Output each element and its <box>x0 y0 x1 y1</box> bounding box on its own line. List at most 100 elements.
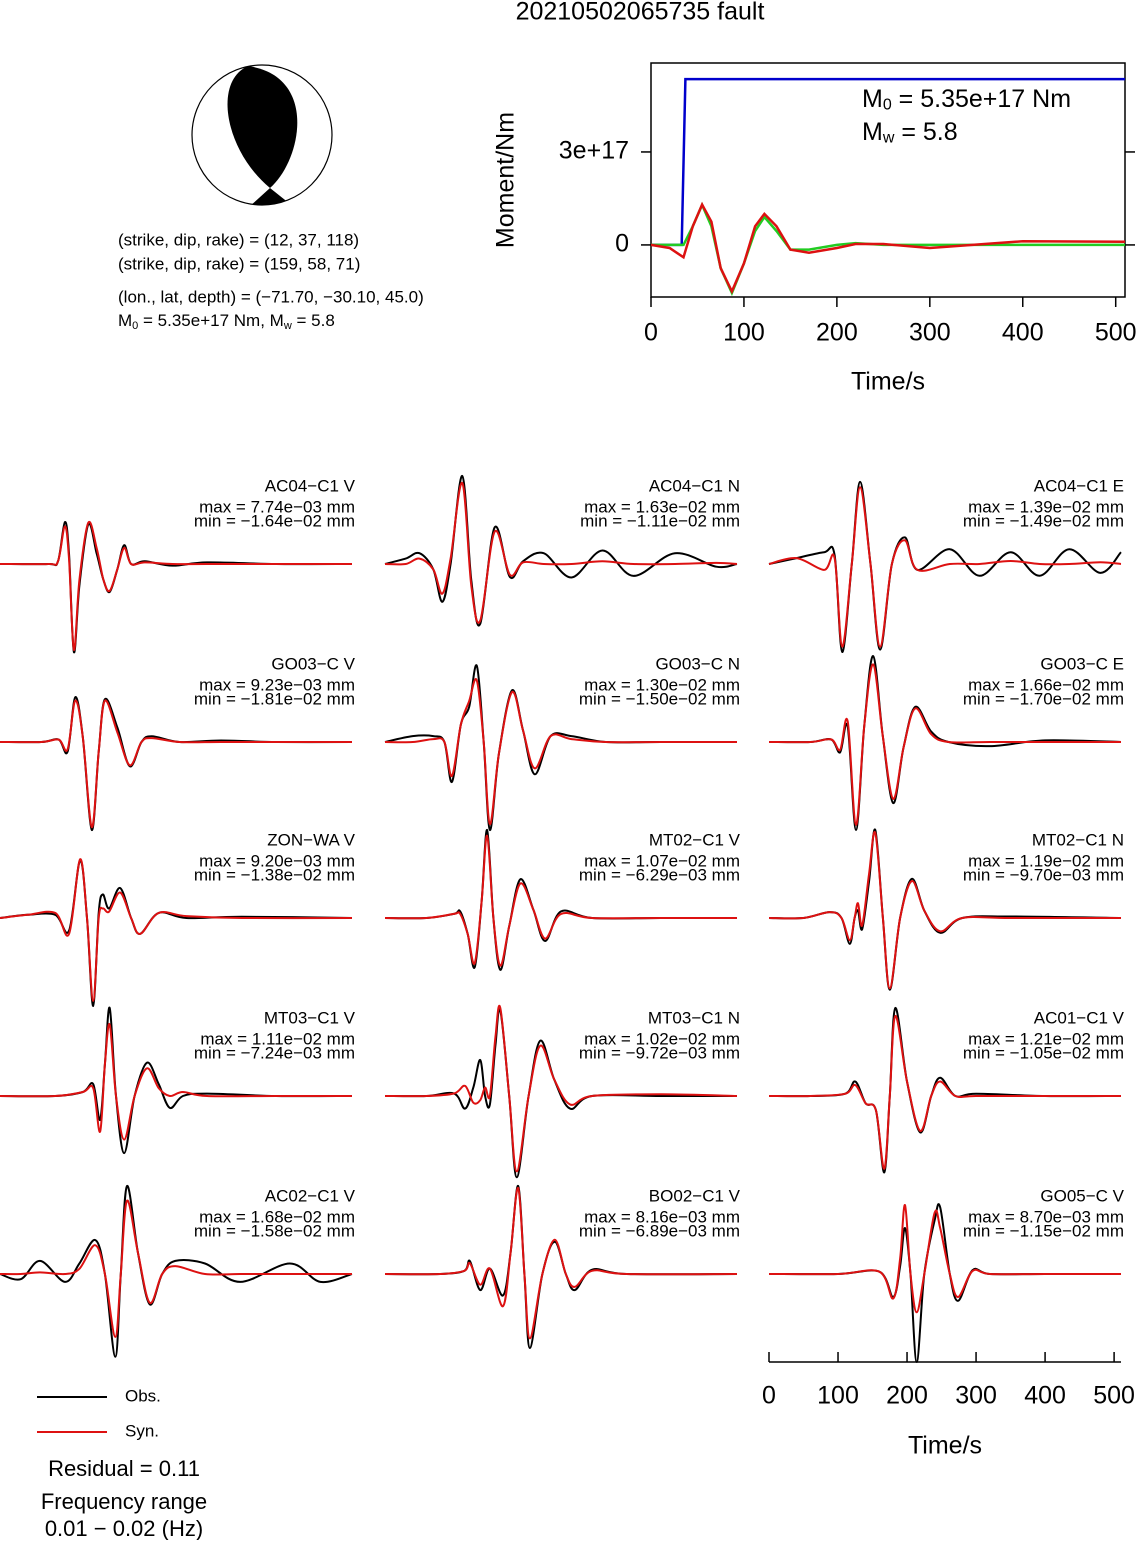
synthetic-trace <box>384 678 737 826</box>
synthetic-trace <box>384 481 738 624</box>
min-label: min = −1.64e−02 mm <box>194 511 355 530</box>
compression-lobe <box>252 188 286 206</box>
moment-line <box>650 201 1126 295</box>
note: Residual = 0.11 <box>48 1456 200 1481</box>
x-tick-label: 0 <box>762 1382 776 1410</box>
x-tick-label: 100 <box>723 319 765 347</box>
synthetic-trace <box>768 830 1121 990</box>
figure-title: 20210502065735 fault <box>516 0 765 26</box>
station-label: BO02−C1 V <box>649 1186 741 1205</box>
beachball <box>191 64 333 206</box>
rich-text: M0 = 5.35e+17 Nm, Mw = 5.8 <box>118 311 335 331</box>
station-label: GO03−C V <box>271 654 355 673</box>
synthetic-trace <box>0 1199 352 1338</box>
station-label: MT03−C1 N <box>648 1008 740 1027</box>
max-label: max = 1.07e−02 mm <box>584 851 740 870</box>
min-label: min = −1.81e−02 mm <box>194 689 355 708</box>
min-label: min = −1.50e−02 mm <box>579 689 740 708</box>
focal-text: (strike, dip, rake) = (12, 37, 118) <box>118 230 359 249</box>
min-label: min = −9.70e−03 mm <box>963 865 1124 884</box>
min-label: min = −1.38e−02 mm <box>194 865 355 884</box>
plot-frame <box>650 62 1126 298</box>
min-label: min = −1.49e−02 mm <box>963 511 1124 530</box>
text-part: = 5.8 <box>292 311 335 330</box>
min-label: min = −6.29e−03 mm <box>579 865 740 884</box>
focal-text: (strike, dip, rake) = (159, 58, 71) <box>118 254 360 273</box>
synthetic-trace <box>0 520 352 651</box>
x-tick-label: 0 <box>644 319 658 347</box>
compression-lobe <box>227 66 298 188</box>
text-part: = 5.8 <box>894 118 957 146</box>
max-label: max = 1.02e−02 mm <box>584 1029 740 1048</box>
legend-label: Obs. <box>125 1386 161 1405</box>
station-label: GO03−C E <box>1040 654 1124 673</box>
min-label: min = −1.70e−02 mm <box>963 689 1124 708</box>
synthetic-trace <box>768 663 1121 826</box>
x-tick-label: 500 <box>1093 1382 1135 1410</box>
observed-trace <box>0 521 353 654</box>
synthetic-trace <box>384 1187 738 1340</box>
text-part: M <box>862 85 883 113</box>
min-label: min = −1.58e−02 mm <box>194 1221 355 1240</box>
station-label: AC04−C1 E <box>1034 476 1124 495</box>
note: Frequency range <box>41 1489 207 1514</box>
synthetic-trace <box>768 1204 1121 1314</box>
subscript: w <box>283 320 292 332</box>
text-part: M <box>862 118 883 146</box>
synthetic-trace <box>0 858 353 1002</box>
text-part: = 5.35e+17 Nm <box>892 85 1071 113</box>
subscript: 0 <box>883 97 892 114</box>
text-part: M <box>118 311 132 330</box>
subscript: w <box>882 130 895 147</box>
max-label: max = 9.23e−03 mm <box>199 675 355 694</box>
x-axis-label: Time/s <box>908 1432 982 1460</box>
x-tick-label: 200 <box>816 319 858 347</box>
max-label: max = 1.66e−02 mm <box>968 675 1124 694</box>
min-label: min = −9.72e−03 mm <box>579 1043 740 1062</box>
synthetic-trace <box>768 486 1122 648</box>
min-label: min = −1.05e−02 mm <box>963 1043 1124 1062</box>
synthetic-trace <box>384 834 737 967</box>
observed-trace <box>0 1184 353 1358</box>
x-tick-label: 500 <box>1095 319 1137 347</box>
max-label: max = 1.39e−02 mm <box>968 497 1124 516</box>
focal-text: (lon., lat, depth) = (−71.70, −30.10, 45… <box>118 287 424 306</box>
min-label: min = −1.15e−02 mm <box>963 1221 1124 1240</box>
x-tick-label: 100 <box>817 1382 859 1410</box>
x-axis-label: Time/s <box>851 368 925 396</box>
min-label: min = −1.11e−02 mm <box>580 511 740 530</box>
synthetic-trace <box>768 1014 1121 1170</box>
max-label: max = 1.19e−02 mm <box>968 851 1124 870</box>
rich-text: M0 = 5.35e+17 Nm <box>862 85 1071 114</box>
max-label: max = 1.68e−02 mm <box>199 1207 355 1226</box>
station-label: AC04−C1 V <box>265 476 356 495</box>
station-label: MT02−C1 V <box>649 830 741 849</box>
y-tick-label: 0 <box>615 230 629 258</box>
min-label: min = −7.24e−03 mm <box>194 1043 355 1062</box>
max-label: max = 1.21e−02 mm <box>968 1029 1124 1048</box>
station-label: AC04−C1 N <box>649 476 740 495</box>
max-label: max = 1.30e−02 mm <box>584 675 740 694</box>
station-label: AC02−C1 V <box>265 1186 356 1205</box>
max-label: max = 7.74e−03 mm <box>199 497 355 516</box>
synthetic-trace <box>0 1023 352 1141</box>
station-label: ZON−WA V <box>267 830 355 849</box>
x-tick-label: 400 <box>1002 319 1044 347</box>
station-label: MT02−C1 N <box>1032 830 1124 849</box>
x-tick-label: 300 <box>955 1382 997 1410</box>
min-label: min = −6.89e−03 mm <box>579 1221 740 1240</box>
observed-trace <box>0 696 353 832</box>
note: 0.01 − 0.02 (Hz) <box>45 1516 203 1540</box>
max-label: max = 1.63e−02 mm <box>584 497 740 516</box>
station-label: GO05−C V <box>1040 1186 1124 1205</box>
max-label: max = 9.20e−03 mm <box>199 851 355 870</box>
moment-line <box>651 201 1125 297</box>
x-tick-label: 300 <box>909 319 951 347</box>
x-tick-label: 200 <box>886 1382 928 1410</box>
text-part: = 5.35e+17 Nm, M <box>138 311 284 330</box>
station-label: GO03−C N <box>655 654 740 673</box>
observed-trace <box>0 859 353 1008</box>
y-axis-label: Moment/Nm <box>492 112 520 248</box>
station-label: AC01−C1 V <box>1034 1008 1125 1027</box>
